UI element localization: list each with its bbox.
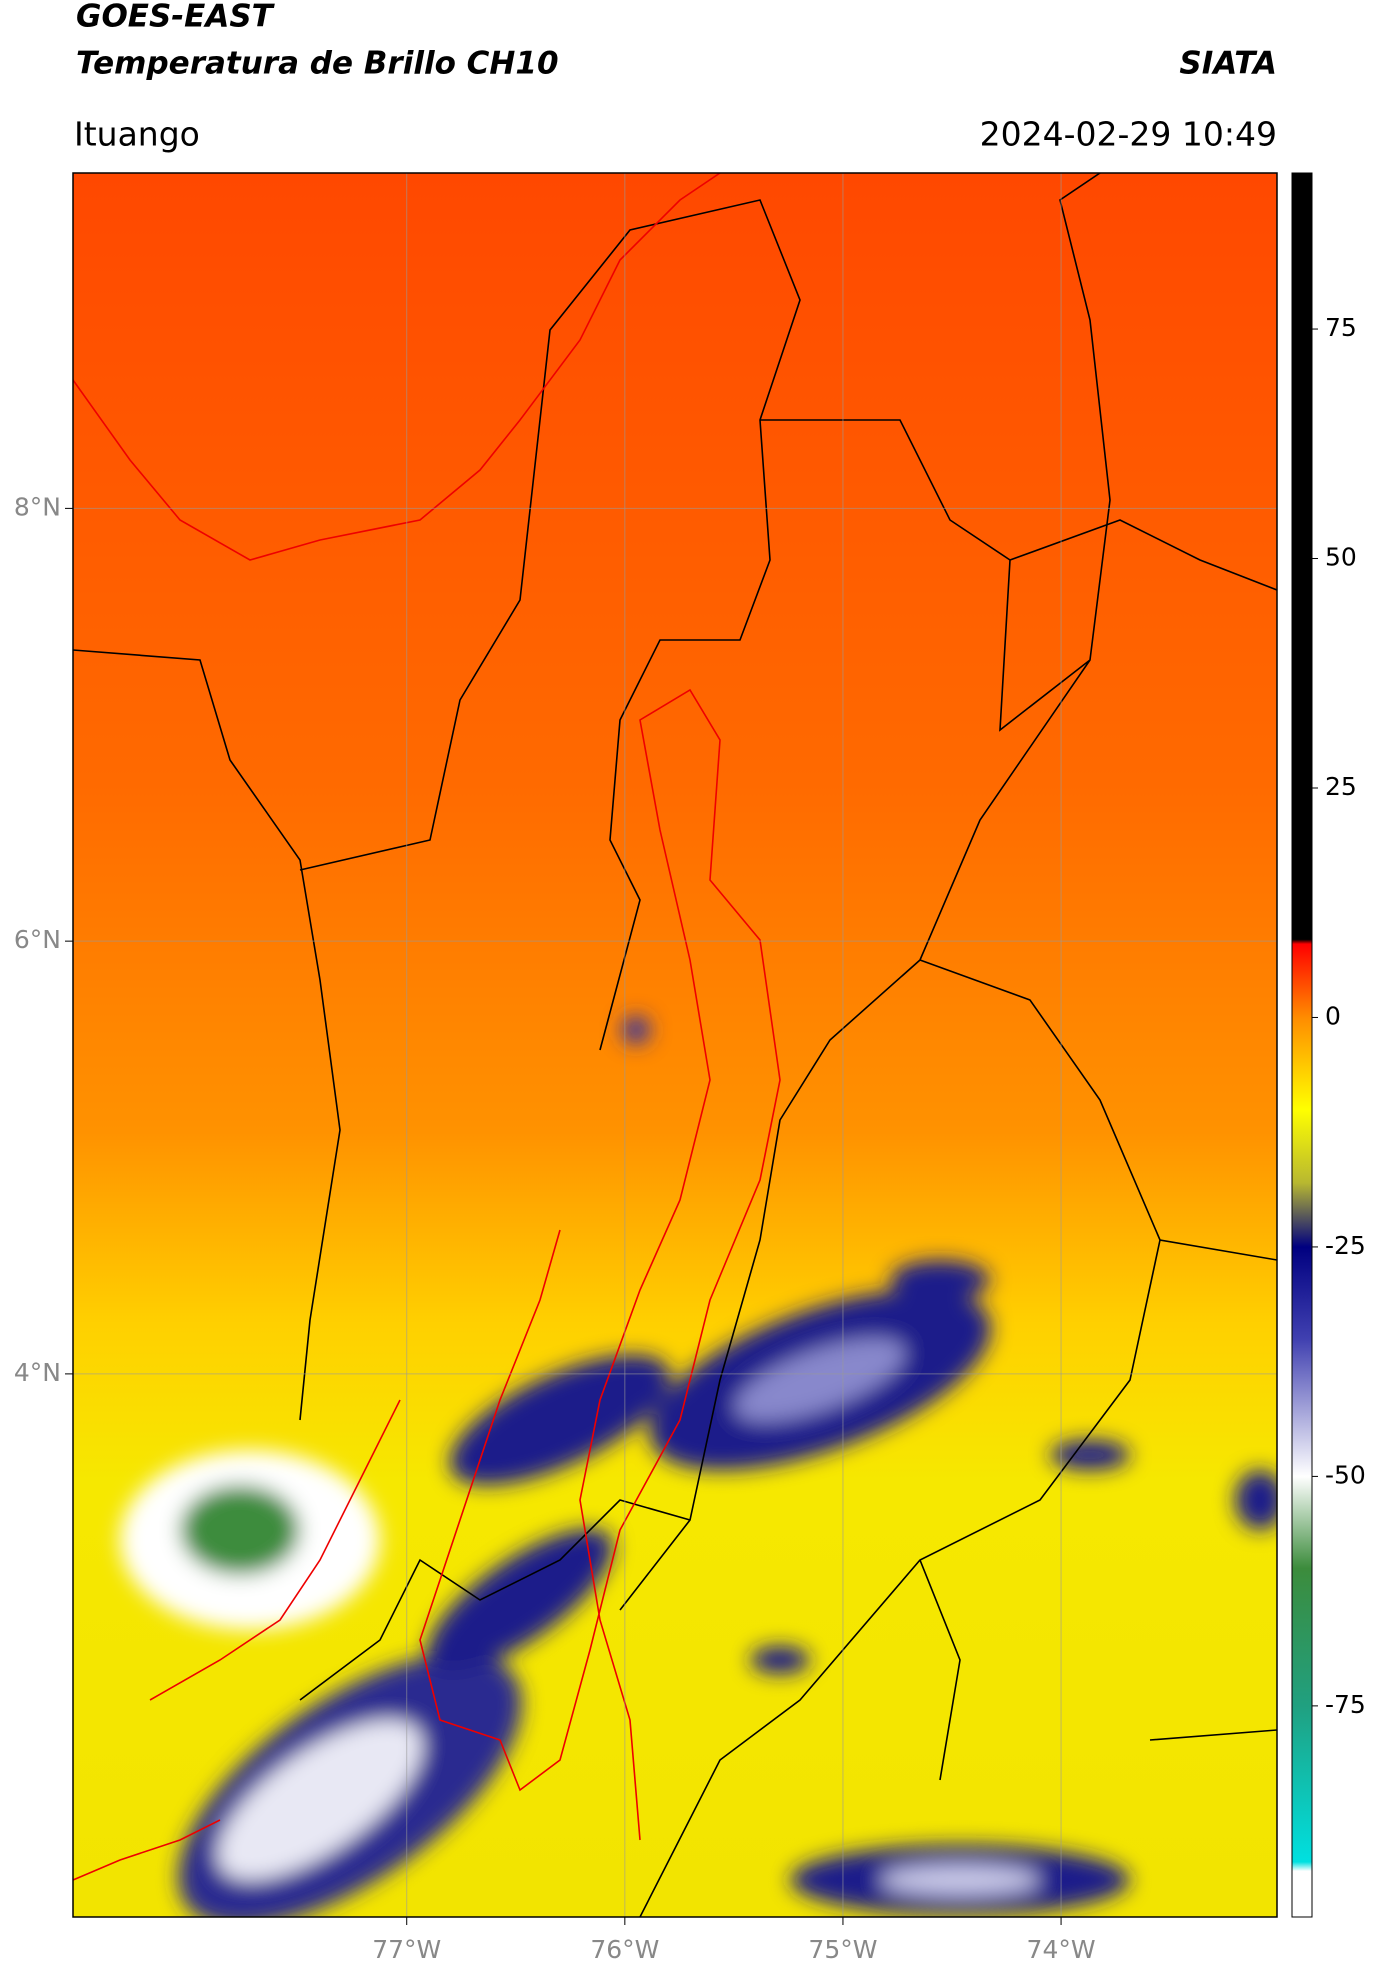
y-tick-label: 8°N (14, 492, 61, 521)
grid (73, 173, 1277, 1917)
title: GOES-EAST (76, 0, 276, 35)
y-tick-label: 6°N (14, 925, 61, 954)
colorbar-tick-label: -75 (1325, 1690, 1366, 1719)
x-tick-label: 76°W (590, 1935, 659, 1964)
colorbar-tick-label: 0 (1325, 1001, 1341, 1030)
subtitle: Temperatura de Brillo CH10 (76, 46, 559, 82)
colorbar-tick-label: -50 (1325, 1460, 1366, 1489)
datetime: 2024-02-29 10:49 (980, 115, 1277, 154)
x-tick-label: 75°W (808, 1935, 877, 1964)
colorbar-tick-label: 25 (1325, 772, 1357, 801)
x-tick-label: 74°W (1027, 1935, 1096, 1964)
x-tick-label: 77°W (372, 1935, 441, 1964)
source: SIATA (1179, 46, 1277, 82)
y-tick-label: 4°N (14, 1358, 61, 1387)
location: Ituango (74, 115, 200, 154)
map-frame (72, 172, 1278, 1918)
colorbar-tick-label: -25 (1325, 1231, 1366, 1260)
satellite-field (73, 173, 1277, 1917)
colorbar (1291, 172, 1313, 1918)
colorbar-tick-label: 75 (1325, 313, 1357, 342)
colorbar-tick-label: 50 (1325, 543, 1357, 572)
